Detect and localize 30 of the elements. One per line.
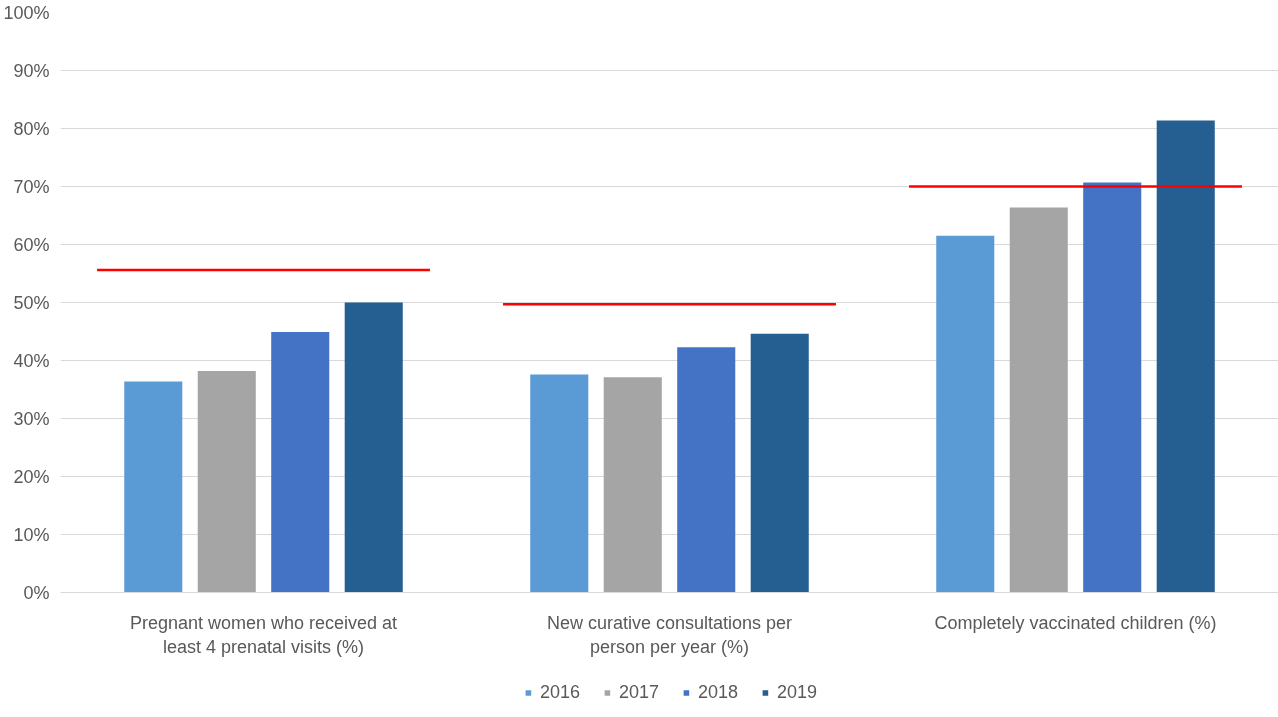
bar bbox=[530, 374, 589, 593]
bar bbox=[1009, 207, 1068, 593]
y-tick-label: 100% bbox=[3, 2, 50, 23]
bar bbox=[197, 370, 256, 593]
bar bbox=[603, 377, 662, 593]
bar bbox=[271, 332, 330, 593]
bar bbox=[124, 381, 183, 593]
bar bbox=[1156, 120, 1215, 593]
bar bbox=[1083, 182, 1142, 593]
x-tick-label: New curative consultations per person per year (%) bbox=[546, 612, 793, 657]
legend-label: 2019 bbox=[777, 681, 818, 703]
x-tick-label: Completely vaccinated children (%) bbox=[934, 612, 1217, 633]
y-tick-label: 30% bbox=[13, 408, 50, 429]
y-tick-label: 60% bbox=[13, 234, 50, 255]
legend-label: 2017 bbox=[618, 681, 659, 703]
bar bbox=[344, 302, 403, 593]
y-tick-label: 90% bbox=[13, 60, 50, 81]
bar bbox=[750, 333, 809, 593]
x-tick-label: Pregnant women who received at least 4 prenatal visits (%) bbox=[129, 612, 398, 657]
y-tick-label: 70% bbox=[13, 176, 50, 197]
legend-label: 2016 bbox=[539, 681, 580, 703]
y-tick-label: 40% bbox=[13, 350, 50, 371]
bar bbox=[677, 347, 736, 593]
y-tick-label: 80% bbox=[13, 118, 50, 139]
y-tick-label: 20% bbox=[13, 466, 50, 487]
y-tick-label: 10% bbox=[13, 524, 50, 545]
y-tick-label: 50% bbox=[13, 292, 50, 313]
bar bbox=[936, 235, 995, 593]
legend-label: 2018 bbox=[698, 681, 739, 703]
y-tick-label: 0% bbox=[23, 582, 50, 603]
